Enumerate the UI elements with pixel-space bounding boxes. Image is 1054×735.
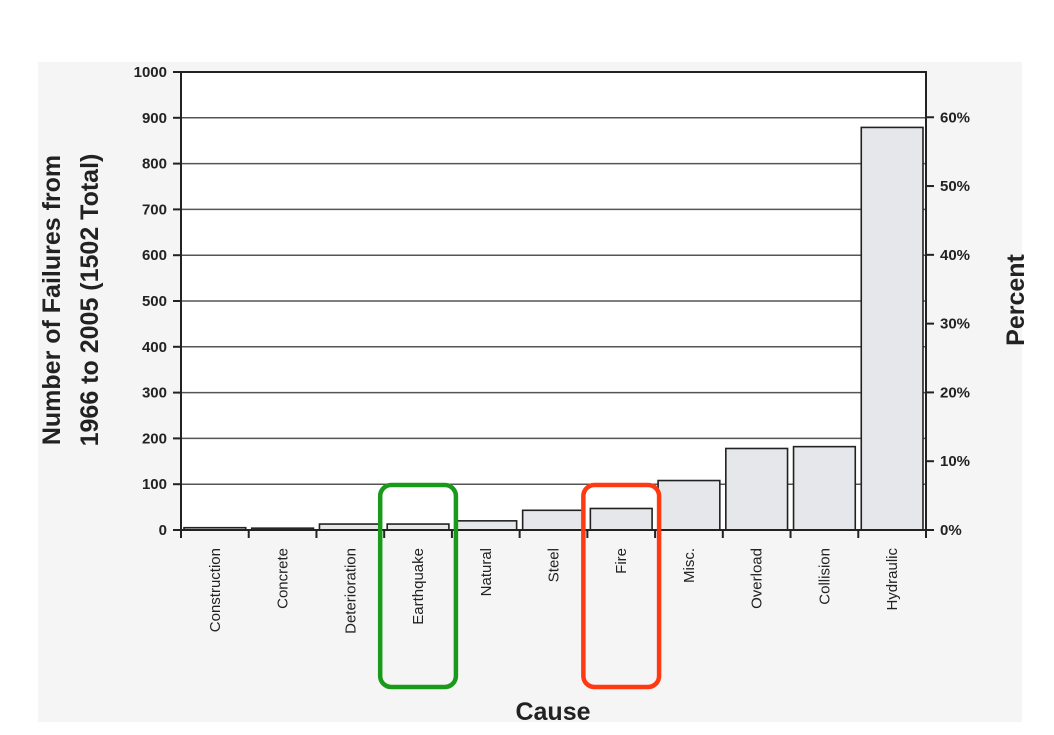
highlight-boxes <box>377 482 662 690</box>
highlight-box-fire <box>581 482 662 690</box>
tick-labels: 0 100 200 300 400 500 600 700 800 900 1000 Construc… <box>134 64 970 634</box>
secondary-y-axis-title: Percent <box>1002 253 1030 345</box>
bar-hydraulic <box>860 126 924 531</box>
y-tick-label: 200 <box>142 430 167 447</box>
y-axis-title-line1: Number of Failures from <box>38 155 66 445</box>
x-tick-label: Misc. <box>681 548 698 583</box>
y2-tick-label: 20% <box>940 384 970 401</box>
x-tick-label: Natural <box>478 548 495 596</box>
bar-misc <box>657 479 721 531</box>
plot-frame <box>180 71 927 531</box>
bar-steel <box>521 509 586 531</box>
bar-natural <box>454 520 518 531</box>
y2-tick-label: 50% <box>940 178 970 195</box>
bar-fire <box>589 507 653 531</box>
y-tick-label: 0 <box>159 522 167 539</box>
x-tick-label: Concrete <box>275 548 292 609</box>
x-tick-label: Steel <box>546 548 563 582</box>
y-tick-label: 800 <box>142 156 167 173</box>
x-axis-title: Cause <box>515 698 590 726</box>
y2-tick-label: 0% <box>940 522 962 539</box>
x-tick-label: Hydraulic <box>884 548 901 611</box>
bar-overload <box>725 447 789 531</box>
highlight-box-earthquake <box>377 482 459 690</box>
x-tick-label: Construction <box>207 548 224 632</box>
y-tick-label: 300 <box>142 385 167 402</box>
x-tick-label: Collision <box>816 548 833 605</box>
y-tick-label: 500 <box>142 293 167 310</box>
y-tick-label: 400 <box>142 339 167 356</box>
x-tick-label: Overload <box>749 548 766 609</box>
y-tick-label: 900 <box>142 110 167 127</box>
y2-tick-label: 10% <box>940 453 970 470</box>
y2-tick-label: 40% <box>940 247 970 264</box>
y2-tick-label: 30% <box>940 316 970 333</box>
y-tick-label: 700 <box>142 201 167 218</box>
x-tick-label: Deterioration <box>342 548 359 634</box>
bar-collision <box>792 445 857 531</box>
y-tick-label: 600 <box>142 247 167 264</box>
y-axis-title-line2: 1966 to 2005 (1502 Total) <box>76 154 104 447</box>
x-tick-label: Fire <box>613 548 630 574</box>
y-tick-label: 100 <box>142 476 167 493</box>
bars <box>183 126 924 531</box>
axes <box>173 71 934 538</box>
y-tick-label: 1000 <box>134 64 167 81</box>
x-tick-label: Earthquake <box>410 548 427 625</box>
y2-tick-label: 60% <box>940 109 970 126</box>
